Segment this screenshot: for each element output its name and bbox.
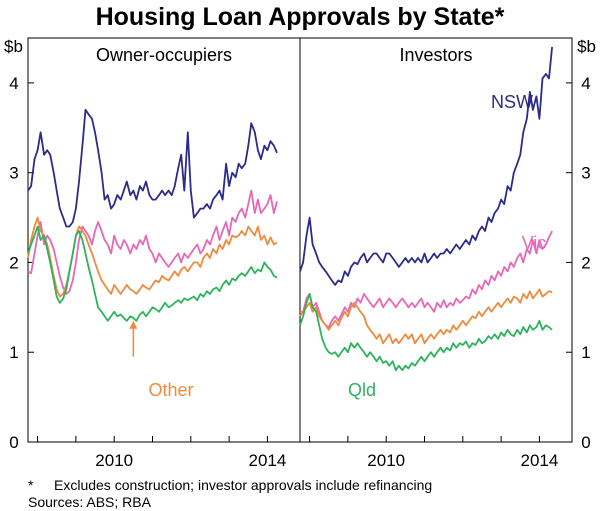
series-line-nsw-0 [27, 108, 278, 228]
y-unit-left: $b [4, 37, 23, 56]
panel-title-1: Investors [399, 45, 472, 65]
series-line-other-1 [299, 288, 553, 345]
series-label-qld: Qld [348, 380, 376, 400]
x-tick-label: 2014 [249, 451, 287, 470]
y-tick-label-right: 1 [581, 343, 590, 362]
x-tick-label: 2010 [367, 451, 405, 470]
sources: Sources: ABS; RBA [28, 494, 151, 510]
y-tick-label-left: 4 [9, 74, 18, 93]
y-tick-label-left: 2 [9, 253, 18, 272]
series-line-qld-0 [27, 225, 278, 322]
series-line-other-0 [27, 216, 278, 298]
y-tick-label-left: 0 [9, 433, 18, 452]
chart-title: Housing Loan Approvals by State* [96, 3, 505, 31]
series-line-vic-0 [27, 189, 278, 295]
series-label-nsw: NSW [491, 92, 533, 112]
footnote-marker: * [28, 477, 34, 493]
y-tick-label-right: 2 [581, 253, 590, 272]
panel-title-0: Owner-occupiers [96, 45, 232, 65]
y-tick-label-right: 4 [581, 74, 590, 93]
series-label-other: Other [148, 380, 193, 400]
chart: Housing Loan Approvals by State* $b $b 0 0 1… [4, 3, 596, 470]
y-tick-label-right: 0 [581, 433, 590, 452]
series-line-nsw-1 [299, 46, 553, 286]
x-tick-label: 2014 [521, 451, 559, 470]
y-tick-label-left: 1 [9, 343, 18, 362]
series-line-qld-1 [299, 292, 553, 372]
plot-area: $b $b 0 0 1 1 2 2 3 3 4 4 2010 2014 Owner-occupiers 201… [4, 37, 596, 470]
y-tick-label-right: 3 [581, 164, 590, 183]
series-label-vic: Vic [522, 233, 547, 253]
x-tick-label: 2010 [95, 451, 133, 470]
series-line-vic-1 [300, 230, 553, 329]
y-tick-label-left: 3 [9, 164, 18, 183]
footnote-text: Excludes construction; investor approval… [54, 477, 433, 493]
y-unit-right: $b [577, 37, 596, 56]
footnote: * Excludes construction; investor approva… [28, 477, 432, 493]
annotation-arrow-head [129, 320, 138, 329]
